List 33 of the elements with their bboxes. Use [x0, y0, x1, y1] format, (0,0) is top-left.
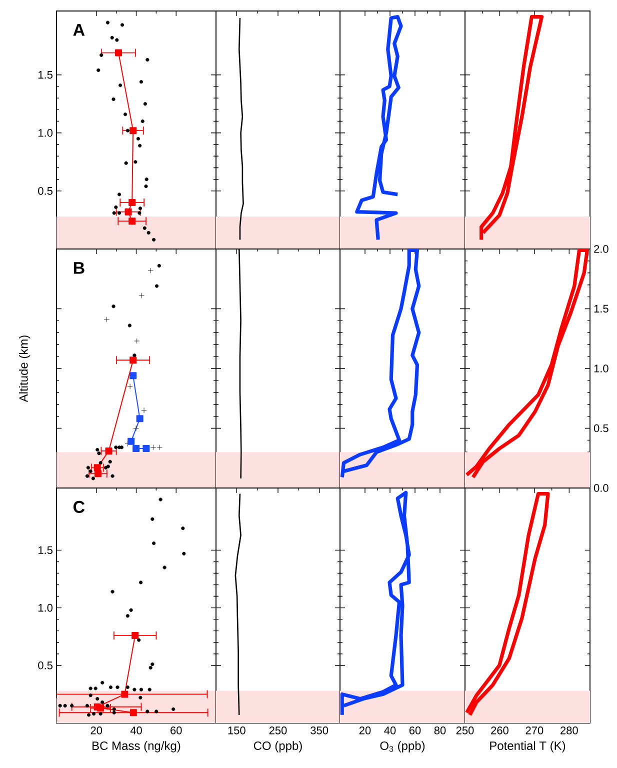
annotation: A	[73, 24, 85, 36]
x-axis-title: Potential T (K)	[490, 741, 566, 752]
x-tick-label: 20	[90, 726, 102, 734]
x-tick-label: 250	[456, 726, 474, 734]
x-tick-label: 280	[560, 726, 578, 734]
y-tick-label: 0.5	[594, 424, 608, 432]
y-tick-label: 2.0	[594, 245, 608, 253]
y-tick-label: 0.0	[594, 484, 608, 492]
x-tick-label: 40	[130, 726, 142, 734]
x-axis-title: O$_{3}$ (ppb)	[380, 741, 425, 752]
x-tick-label: 150	[228, 726, 246, 734]
x-tick-label: 20	[359, 726, 371, 734]
y-tick-label: 1.5	[38, 546, 52, 554]
y-axis-title: Altitude (km)	[19, 336, 30, 402]
x-tick-label: 350	[310, 726, 328, 734]
x-axis-title: CO (ppb)	[254, 741, 302, 752]
y-tick-label: 1.0	[38, 129, 53, 137]
x-tick-label: 60	[170, 726, 182, 734]
y-tick-label: 0.5	[38, 187, 52, 195]
y-tick-label: 0.5	[38, 662, 52, 670]
y-tick-label: 1.5	[38, 71, 52, 79]
x-tick-label: 80	[434, 726, 446, 734]
y-tick-label: 1.5	[594, 304, 608, 313]
x-tick-label: 40	[384, 726, 396, 734]
x-tick-label: 250	[269, 726, 287, 734]
annotation: C	[73, 500, 85, 513]
x-tick-label: 270	[526, 726, 544, 734]
annotation: B	[74, 262, 84, 274]
x-axis-title: BC Mass (ng/kg)	[92, 741, 180, 752]
x-tick-label: 260	[491, 726, 508, 734]
y-tick-label: 1.0	[594, 364, 608, 372]
x-tick-label: 60	[409, 726, 421, 734]
y-tick-label: 1.0	[38, 604, 53, 612]
